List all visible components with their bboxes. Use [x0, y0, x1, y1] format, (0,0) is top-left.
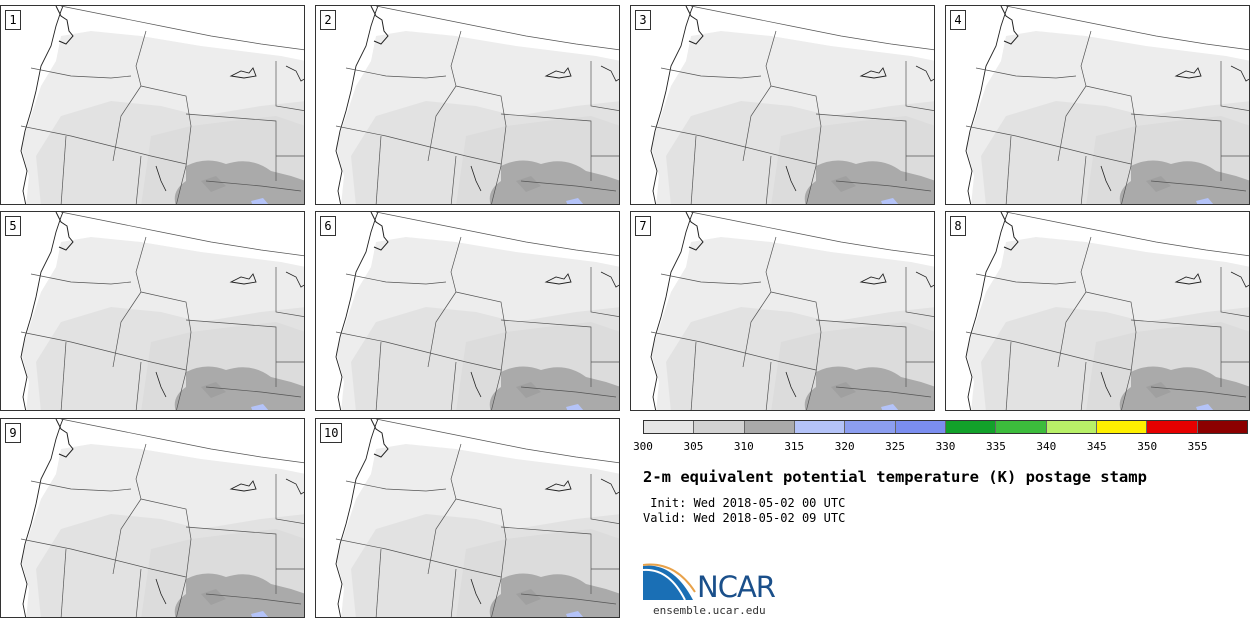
- panel-number-label: 9: [5, 423, 21, 443]
- map-panel-5: 5: [0, 211, 305, 411]
- panel-number-label: 7: [635, 216, 651, 236]
- colorbar-tick-label: 305: [683, 440, 704, 453]
- map-image: [946, 6, 1249, 204]
- colorbar-segment: [1096, 421, 1148, 433]
- colorbar-segment: [1147, 421, 1198, 433]
- colorbar-tick-label: 300: [633, 440, 653, 453]
- colorbar-tick-label: 320: [834, 440, 855, 453]
- colorbar-segment: [644, 421, 695, 433]
- colorbar-tick-label: 310: [733, 440, 754, 453]
- colorbar-segment: [1046, 421, 1097, 433]
- panel-number-label: 4: [950, 10, 966, 30]
- map-panel-3: 3: [630, 5, 935, 205]
- map-image: [1, 212, 304, 410]
- colorbar-segment: [744, 421, 795, 433]
- panel-number-label: 6: [320, 216, 336, 236]
- map-image: [631, 6, 934, 204]
- colorbar-segment: [694, 421, 745, 433]
- init-time: Init: Wed 2018-05-02 00 UTC: [643, 496, 846, 510]
- colorbar-tick-label: 335: [985, 440, 1006, 453]
- colorbar-segment: [845, 421, 896, 433]
- colorbar-tick-label: 345: [1086, 440, 1107, 453]
- logo-text: NCAR: [697, 570, 776, 604]
- map-image: [316, 212, 619, 410]
- map-image: [946, 212, 1249, 410]
- colorbar-segment: [1197, 421, 1247, 433]
- colorbar-tick-label: 355: [1187, 440, 1208, 453]
- panel-number-label: 8: [950, 216, 966, 236]
- map-panel-1: 1: [0, 5, 305, 205]
- colorbar-tick-label: 350: [1137, 440, 1158, 453]
- colorbar-segment: [794, 421, 846, 433]
- logo-url: ensemble.ucar.edu: [653, 604, 766, 617]
- map-image: [316, 419, 619, 617]
- panel-number-label: 2: [320, 10, 336, 30]
- map-panel-10: 10: [315, 418, 620, 618]
- map-image: [1, 6, 304, 204]
- map-image: [631, 212, 934, 410]
- colorbar-segment: [945, 421, 997, 433]
- map-image: [1, 419, 304, 617]
- map-panel-6: 6: [315, 211, 620, 411]
- panel-number-label: 3: [635, 10, 651, 30]
- valid-time: Valid: Wed 2018-05-02 09 UTC: [643, 511, 846, 525]
- chart-title: 2-m equivalent potential temperature (K)…: [643, 468, 1147, 486]
- colorbar-segment: [895, 421, 946, 433]
- colorbar: [643, 420, 1248, 434]
- panel-number-label: 1: [5, 10, 21, 30]
- map-panel-9: 9: [0, 418, 305, 618]
- colorbar-tick-label: 325: [885, 440, 906, 453]
- map-panel-8: 8: [945, 211, 1250, 411]
- colorbar-tick-label: 340: [1036, 440, 1057, 453]
- map-panel-7: 7: [630, 211, 935, 411]
- colorbar-tick-label: 315: [784, 440, 805, 453]
- colorbar-tick-label: 330: [935, 440, 956, 453]
- map-panel-4: 4: [945, 5, 1250, 205]
- colorbar-segment: [996, 421, 1047, 433]
- map-image: [316, 6, 619, 204]
- ncar-logo-icon: [643, 563, 696, 601]
- colorbar-tick-labels: 300 305 310 315 320 325 330 335 340 345 350 355: [633, 440, 1248, 454]
- map-panel-2: 2: [315, 5, 620, 205]
- panel-number-label: 10: [320, 423, 343, 443]
- panel-number-label: 5: [5, 216, 21, 236]
